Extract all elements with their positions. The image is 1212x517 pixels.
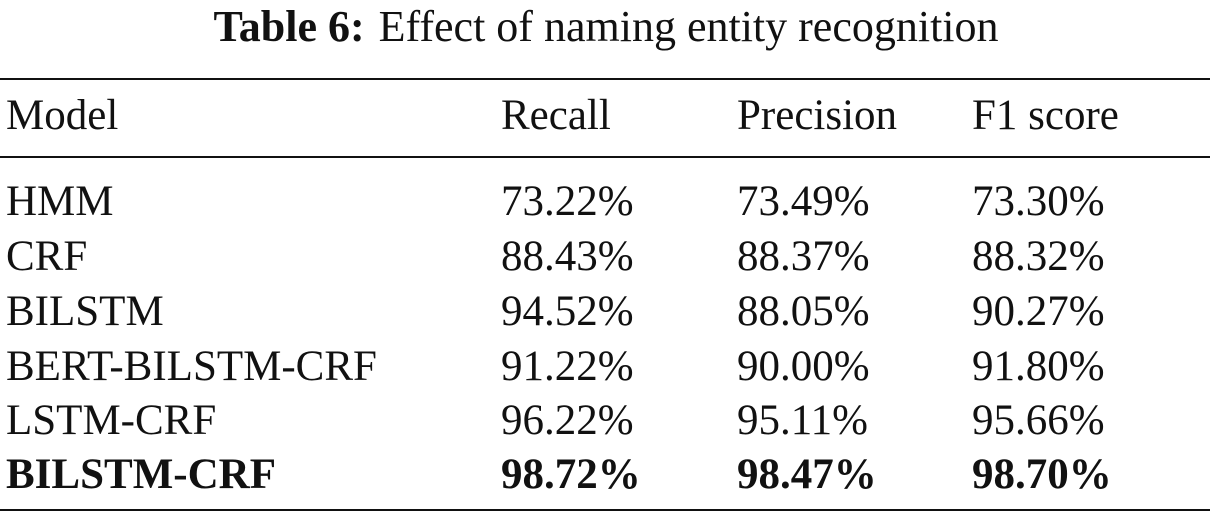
cell-precision: 73.49% (737, 178, 870, 225)
cell-precision: 95.11% (737, 397, 868, 444)
cell-model: LSTM-CRF (6, 397, 217, 444)
cell-model: CRF (6, 233, 88, 280)
header-model: Model (6, 92, 119, 139)
cell-recall: 94.52% (501, 288, 634, 335)
cell-model: HMM (6, 178, 114, 225)
table-row-hmm: HMM 73.22% 73.49% 73.30% (0, 176, 1212, 228)
cell-model: BILSTM (6, 288, 164, 335)
table-header-row: Model Recall Precision F1 score (0, 90, 1212, 142)
cell-recall: 73.22% (501, 178, 634, 225)
header-precision: Precision (737, 92, 898, 139)
header-recall: Recall (501, 92, 611, 139)
cell-f1-score: 90.27% (972, 288, 1105, 335)
cell-recall: 96.22% (501, 397, 634, 444)
table-caption-label: Table 6: (213, 2, 365, 51)
table-bottom-rule (0, 509, 1210, 511)
table-header-rule (0, 156, 1210, 158)
cell-f1-score: 98.70% (972, 451, 1112, 498)
cell-precision: 90.00% (737, 343, 870, 390)
cell-precision: 98.47% (737, 451, 877, 498)
cell-model: BILSTM-CRF (6, 451, 276, 498)
table-row-bilstm: BILSTM 94.52% 88.05% 90.27% (0, 286, 1212, 338)
cell-f1-score: 88.32% (972, 233, 1105, 280)
table-caption-text: Effect of naming entity recognition (378, 2, 999, 51)
cell-recall: 91.22% (501, 343, 634, 390)
table-row-bert-bilstm-crf: BERT-BILSTM-CRF 91.22% 90.00% 91.80% (0, 341, 1212, 393)
cell-precision: 88.05% (737, 288, 870, 335)
table-row-lstm-crf: LSTM-CRF 96.22% 95.11% 95.66% (0, 395, 1212, 447)
cell-f1-score: 73.30% (972, 178, 1105, 225)
table-caption: Table 6: Effect of naming entity recognit… (0, 2, 1212, 52)
cell-f1-score: 91.80% (972, 343, 1105, 390)
table-top-rule (0, 78, 1210, 80)
cell-precision: 88.37% (737, 233, 870, 280)
table-row-crf: CRF 88.43% 88.37% 88.32% (0, 231, 1212, 283)
header-f1-score: F1 score (972, 92, 1119, 139)
cell-f1-score: 95.66% (972, 397, 1105, 444)
cell-model: BERT-BILSTM-CRF (6, 343, 377, 390)
cell-recall: 98.72% (501, 451, 641, 498)
cell-recall: 88.43% (501, 233, 634, 280)
table-row-bilstm-crf: BILSTM-CRF 98.72% 98.47% 98.70% (0, 449, 1212, 501)
